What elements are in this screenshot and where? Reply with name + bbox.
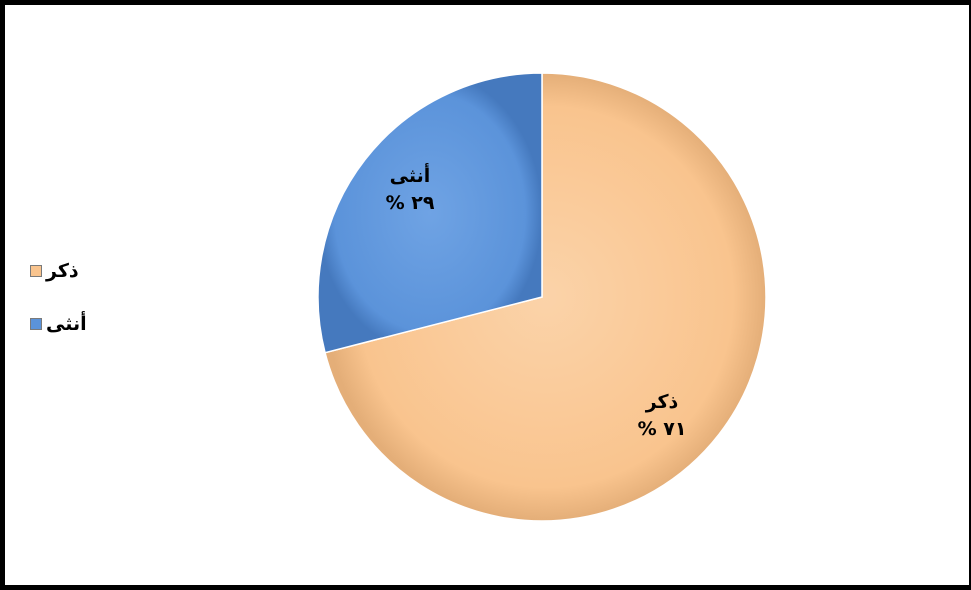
slice-label-name-male: ذكر [645,391,679,413]
legend-swatch-male [30,265,42,277]
legend-label-male: ذكر [46,260,79,282]
slice-label-value-male: ٧١ % [638,418,687,440]
legend-item-male: ذكر [30,258,130,284]
legend-label-female: أنثى [46,313,87,335]
slice-label-name-female: أنثى [390,163,431,187]
chart-legend: ذكر أنثى [30,258,130,364]
slice-label-value-female: ٢٩ % [386,192,435,214]
pie-slice-male [324,72,767,522]
legend-swatch-female [30,318,42,330]
pie-slice-female [317,72,543,354]
legend-item-female: أنثى [30,311,130,337]
